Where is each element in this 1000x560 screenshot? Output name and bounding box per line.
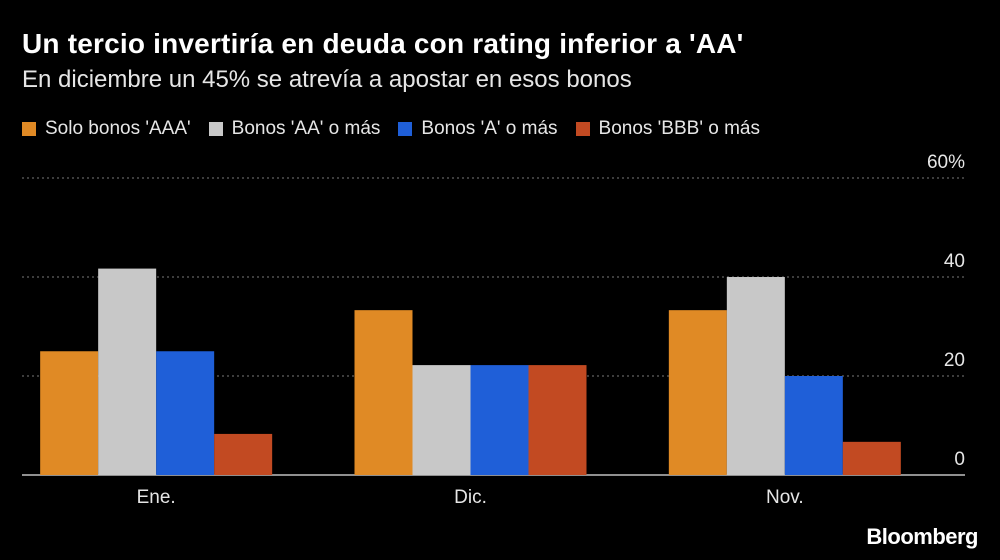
y-tick-label: 20 <box>944 350 965 371</box>
legend-swatch-aaa <box>22 122 36 136</box>
x-tick-label: Dic. <box>454 487 487 508</box>
bar <box>528 365 587 475</box>
x-tick-label: Nov. <box>766 487 804 508</box>
legend-item-bbb: Bonos 'BBB' o más <box>575 118 760 140</box>
legend-label-a: Bonos 'A' o más <box>421 118 558 139</box>
bloomberg-logo: Bloomberg <box>866 524 978 549</box>
axis-labels: 60% 40 20 0 Ene. Dic. Nov. <box>137 152 965 508</box>
y-tick-label: 0 <box>954 449 965 470</box>
legend-label-aaa: Solo bonos 'AAA' <box>45 118 191 139</box>
bar <box>412 365 471 475</box>
legend-swatch-aa <box>208 122 223 136</box>
bar <box>842 441 901 475</box>
legend-item-aa: Bonos 'AA' o más <box>208 118 381 140</box>
bar <box>726 277 785 475</box>
bar <box>98 268 157 475</box>
bar <box>784 376 843 475</box>
legend-item-a: Bonos 'A' o más <box>398 118 558 140</box>
bar <box>156 351 215 475</box>
bars <box>40 268 901 475</box>
legend-swatch-a <box>398 122 413 136</box>
legend: Solo bonos 'AAA' Bonos 'AA' o más Bonos … <box>22 118 778 140</box>
bar <box>668 310 727 475</box>
y-tick-label: 60% <box>927 152 965 173</box>
x-tick-label: Ene. <box>137 487 176 508</box>
legend-item-aaa: Solo bonos 'AAA' <box>22 118 191 140</box>
legend-label-bbb: Bonos 'BBB' o más <box>598 118 760 139</box>
chart-subtitle: En diciembre un 45% se atrevía a apostar… <box>22 66 632 93</box>
legend-label-aa: Bonos 'AA' o más <box>231 118 381 139</box>
bar <box>40 351 99 475</box>
bar <box>214 433 273 475</box>
bar <box>470 365 529 475</box>
y-tick-label: 40 <box>944 251 965 272</box>
bar <box>354 310 413 475</box>
chart-title: Un tercio invertiría en deuda con rating… <box>22 28 744 59</box>
legend-swatch-bbb <box>575 122 590 136</box>
